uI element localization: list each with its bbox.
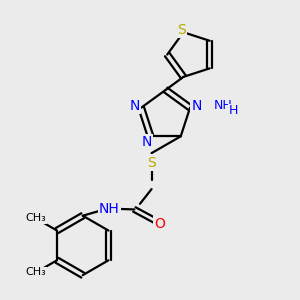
Text: H: H	[229, 104, 238, 117]
Text: N: N	[141, 135, 152, 149]
Text: CH₃: CH₃	[26, 268, 46, 278]
Text: N: N	[191, 98, 202, 112]
Text: S: S	[147, 155, 156, 170]
Text: S: S	[178, 23, 186, 37]
Text: O: O	[154, 217, 165, 230]
Text: CH₃: CH₃	[26, 213, 46, 224]
Text: NH: NH	[99, 202, 120, 216]
Text: N: N	[130, 98, 140, 112]
Text: NH: NH	[214, 99, 233, 112]
